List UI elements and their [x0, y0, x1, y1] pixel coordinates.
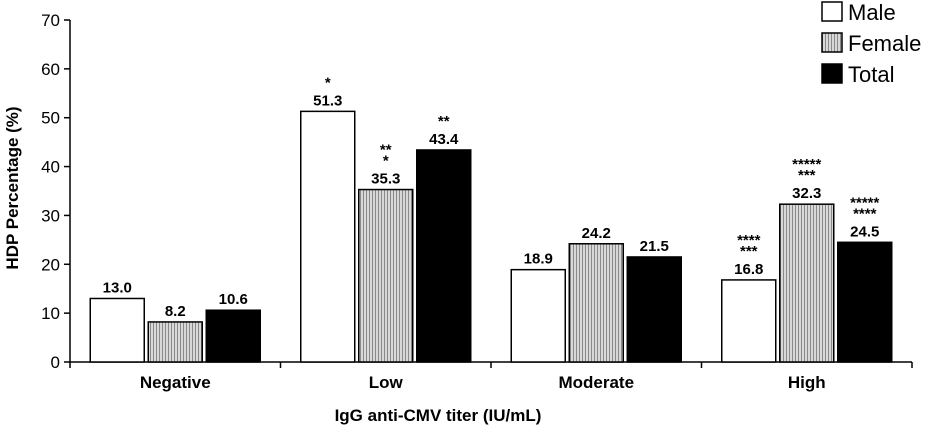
bar-male-low: [300, 110, 356, 363]
legend-swatch-total: [821, 63, 843, 84]
category-label: Moderate: [558, 373, 634, 392]
data-label: 10.6: [219, 291, 248, 308]
bar-female-moderate: [568, 243, 624, 363]
bars-group: [89, 110, 893, 363]
y-tick-label: 20: [41, 255, 60, 274]
x-axis-title: IgG anti-CMV titer (IU/mL): [335, 406, 542, 425]
bar-female-low: [358, 188, 414, 363]
legend: Male Female Total: [821, 0, 921, 87]
bar-female-negative: [147, 321, 203, 363]
bar-female-high: [779, 203, 835, 363]
legend-label-total: Total: [848, 62, 894, 87]
y-tick-label: 60: [41, 60, 60, 79]
bar-male-negative: [89, 297, 145, 363]
data-label: 24.5: [850, 223, 879, 240]
legend-swatch-male: [821, 1, 843, 22]
y-tick-label: 40: [41, 158, 60, 177]
data-label: 24.2: [582, 225, 611, 242]
category-label: High: [788, 373, 826, 392]
bar-total-high: [837, 241, 893, 363]
data-label: 16.8: [734, 261, 763, 278]
y-tick-label: 50: [41, 109, 60, 128]
data-label: 35.3: [371, 171, 400, 188]
y-tick-label: 30: [41, 206, 60, 225]
y-tick-label: 0: [51, 353, 60, 372]
significance-stars: ***** ***: [792, 156, 821, 184]
data-label: 18.9: [524, 251, 553, 268]
data-label: 8.2: [165, 303, 186, 320]
significance-stars: *: [325, 74, 331, 91]
significance-stars: ** *: [380, 142, 392, 170]
category-label: Low: [369, 373, 404, 392]
bar-male-moderate: [510, 268, 566, 363]
significance-stars: ***** ****: [850, 194, 879, 222]
data-label: 51.3: [313, 92, 342, 109]
significance-stars: **** ***: [737, 232, 761, 260]
data-label: 43.4: [429, 131, 459, 148]
bar-total-moderate: [626, 256, 682, 363]
y-tick-label: 10: [41, 304, 60, 323]
bar-total-low: [416, 149, 472, 363]
category-label: Negative: [140, 373, 211, 392]
y-axis-title: HDP Percentage (%): [3, 106, 22, 269]
data-label: 21.5: [640, 238, 669, 255]
data-label: 32.3: [792, 185, 821, 202]
legend-swatch-female: [821, 32, 843, 53]
legend-label-male: Male: [848, 0, 896, 25]
significance-stars: **: [438, 113, 450, 130]
legend-label-female: Female: [848, 31, 921, 56]
bar-male-high: [721, 279, 777, 363]
data-label: 13.0: [103, 279, 132, 296]
y-tick-label: 70: [41, 11, 60, 30]
bar-total-negative: [205, 309, 261, 363]
